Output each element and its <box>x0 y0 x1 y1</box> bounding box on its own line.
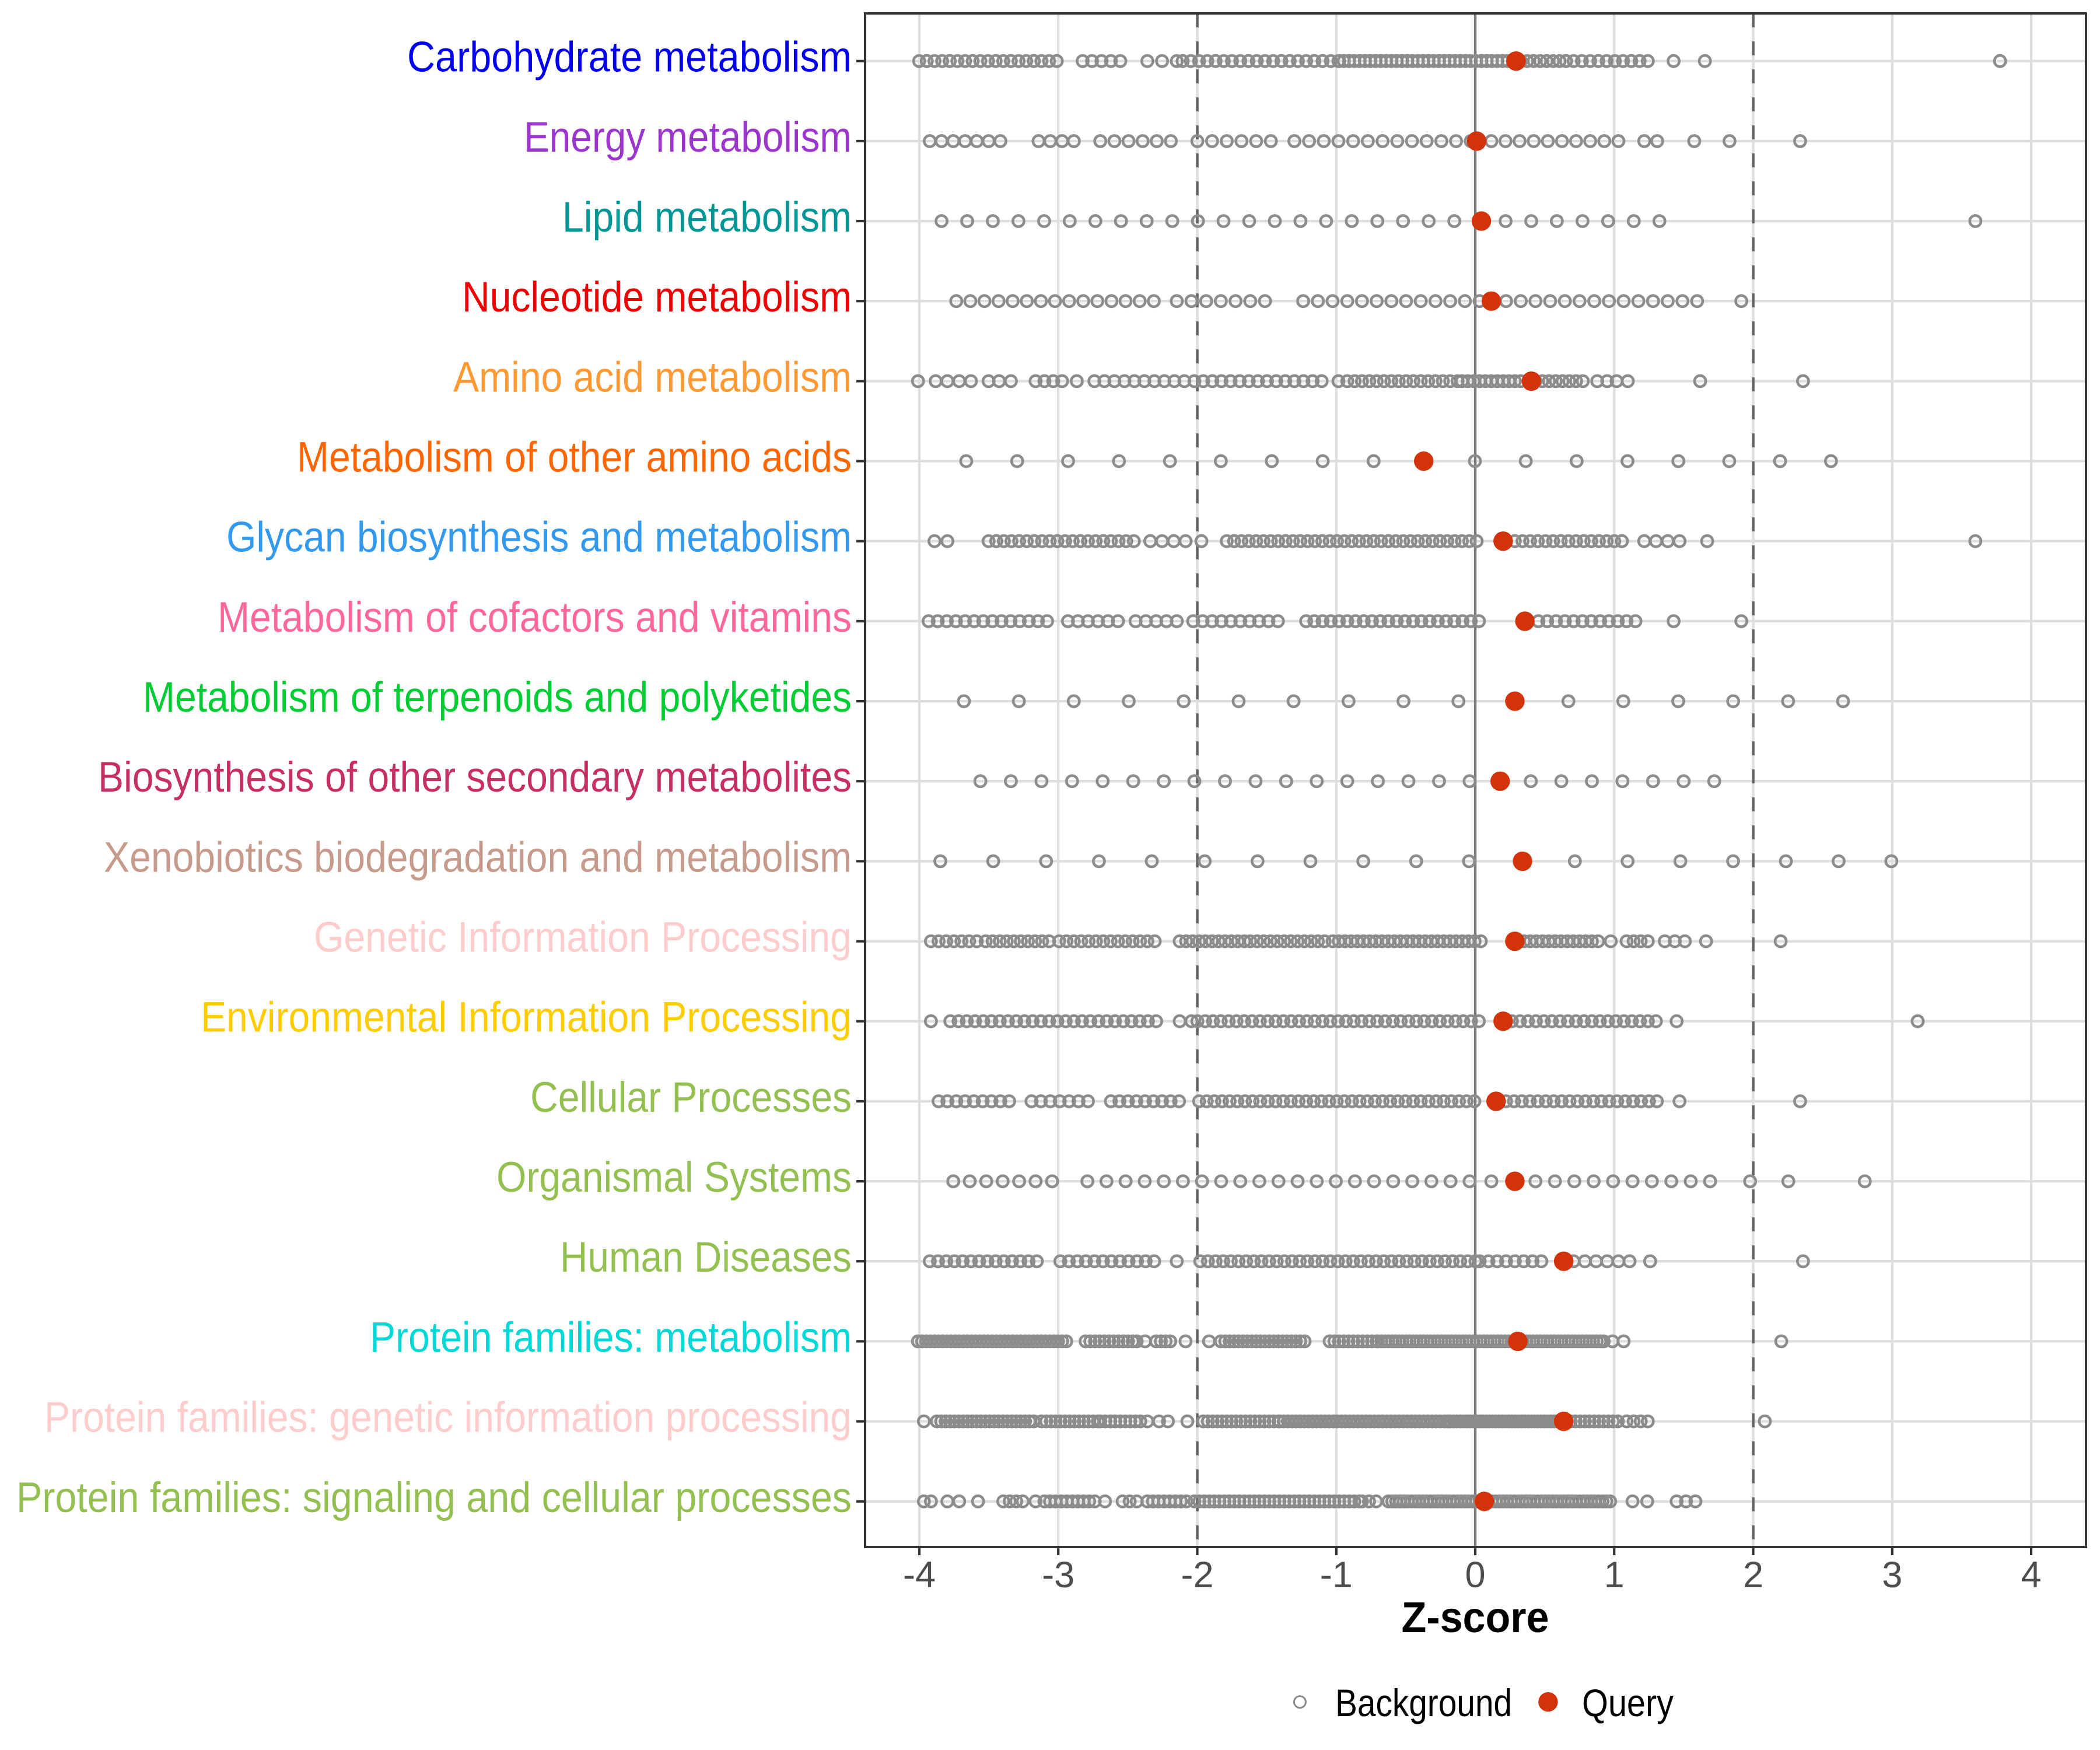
svg-text:Query: Query <box>1582 1681 1674 1724</box>
svg-text:Protein families: genetic info: Protein families: genetic information pr… <box>44 1394 852 1441</box>
svg-text:-2: -2 <box>1181 1555 1213 1595</box>
svg-text:Metabolism of other amino acid: Metabolism of other amino acids <box>297 434 852 481</box>
svg-text:Metabolism of cofactors and vi: Metabolism of cofactors and vitamins <box>218 594 852 641</box>
svg-text:Nucleotide metabolism: Nucleotide metabolism <box>462 274 852 321</box>
svg-text:0: 0 <box>1465 1555 1485 1595</box>
svg-text:Environmental Information Proc: Environmental Information Processing <box>201 994 852 1041</box>
svg-text:Genetic Information Processing: Genetic Information Processing <box>314 914 852 961</box>
svg-text:Xenobiotics biodegradation and: Xenobiotics biodegradation and metabolis… <box>104 834 852 881</box>
svg-text:4: 4 <box>2021 1555 2041 1595</box>
svg-text:Human Diseases: Human Diseases <box>560 1234 852 1281</box>
svg-text:Z-score: Z-score <box>1402 1593 1549 1642</box>
svg-text:Cellular Processes: Cellular Processes <box>530 1074 852 1121</box>
svg-text:Glycan biosynthesis and metabo: Glycan biosynthesis and metabolism <box>226 514 852 561</box>
svg-text:Biosynthesis of other secondar: Biosynthesis of other secondary metaboli… <box>98 754 852 801</box>
svg-text:-4: -4 <box>903 1555 936 1595</box>
svg-text:1: 1 <box>1604 1555 1625 1595</box>
svg-text:Carbohydrate metabolism: Carbohydrate metabolism <box>407 34 852 81</box>
svg-text:Organismal Systems: Organismal Systems <box>496 1154 852 1201</box>
svg-text:Background: Background <box>1335 1681 1512 1724</box>
svg-text:-1: -1 <box>1320 1555 1353 1595</box>
svg-text:Protein families: signaling an: Protein families: signaling and cellular… <box>16 1474 852 1521</box>
svg-text:Protein families: metabolism: Protein families: metabolism <box>370 1314 852 1361</box>
svg-text:Energy metabolism: Energy metabolism <box>524 114 852 161</box>
svg-text:2: 2 <box>1743 1555 1763 1595</box>
svg-text:Amino acid metabolism: Amino acid metabolism <box>453 354 852 401</box>
svg-text:Lipid metabolism: Lipid metabolism <box>562 194 852 241</box>
svg-text:Metabolism of terpenoids and p: Metabolism of terpenoids and polyketides <box>143 674 852 721</box>
svg-text:3: 3 <box>1882 1555 1902 1595</box>
svg-text:-3: -3 <box>1042 1555 1074 1595</box>
